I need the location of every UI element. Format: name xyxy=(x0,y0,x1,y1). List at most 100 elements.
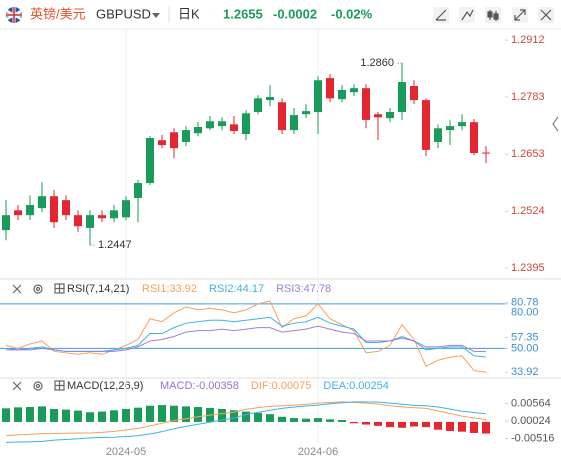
y-tick-label: 80.00 xyxy=(511,307,539,319)
macd-bar xyxy=(74,410,82,422)
macd-bar xyxy=(350,421,358,424)
macd-controls[interactable] xyxy=(12,380,65,391)
pair-name[interactable]: 英镑/美元 xyxy=(30,6,86,21)
legend-entry: RSI1:33.92 xyxy=(142,283,197,295)
candle-body xyxy=(458,122,466,127)
symbol-dropdown[interactable] xyxy=(152,13,160,18)
candle-body xyxy=(302,111,310,115)
candle-body xyxy=(218,121,226,127)
legend-entry: MACD:-0.00358 xyxy=(160,380,239,392)
macd-bar xyxy=(422,421,430,428)
y-tick-label: 1.2524 xyxy=(511,205,545,217)
macd-bar xyxy=(410,421,418,427)
x-tick-label: 2024-06 xyxy=(298,446,338,458)
indicator-button[interactable] xyxy=(459,7,475,23)
y-tick-label: 0.00564 xyxy=(511,398,551,410)
rsi-controls[interactable] xyxy=(12,283,65,294)
macd-bar xyxy=(86,412,94,422)
y-tick-label: 1.2912 xyxy=(511,34,545,46)
symbol-code[interactable]: GBPUSD xyxy=(96,6,151,21)
period-selector[interactable]: 日K xyxy=(178,6,200,21)
candle-body xyxy=(266,97,274,101)
expand-button[interactable] xyxy=(512,7,528,23)
candle-body xyxy=(158,140,166,146)
macd-title: MACD(12,26,9) xyxy=(67,380,143,392)
y-tick-label: 57.35 xyxy=(511,331,539,343)
toolbar xyxy=(433,7,554,23)
macd-bar xyxy=(122,408,130,422)
candle-body xyxy=(422,100,430,150)
candle-body xyxy=(278,102,286,131)
macd-bar xyxy=(218,408,226,422)
macd-bar xyxy=(50,408,58,422)
macd-bar xyxy=(302,418,310,422)
compare-button[interactable] xyxy=(485,7,501,23)
candle-body xyxy=(182,130,190,142)
macd-bar xyxy=(398,421,406,428)
macd-bar xyxy=(242,411,250,422)
macd-bar xyxy=(98,411,106,422)
candle-body xyxy=(38,196,46,209)
candle-body xyxy=(470,122,478,153)
candle-body xyxy=(62,200,70,216)
macd-bar xyxy=(182,406,190,422)
candle-body xyxy=(338,89,346,100)
price-change-pct: -0.02% xyxy=(331,6,373,21)
price-change: -0.0002 xyxy=(273,6,317,21)
macd-bar xyxy=(110,410,118,422)
candle-body xyxy=(314,80,322,112)
candle-body xyxy=(50,196,58,223)
candle-body xyxy=(254,98,262,112)
candle-body xyxy=(410,85,418,101)
candle-body xyxy=(350,88,358,93)
macd-bar xyxy=(38,406,46,422)
rsi-line xyxy=(5,300,487,373)
candle-body xyxy=(86,215,94,228)
collapse-arrow[interactable] xyxy=(552,116,559,132)
annotation: 1.2447 xyxy=(98,239,132,251)
rsi-title: RSI(7,14,21) xyxy=(67,283,129,295)
macd-bar xyxy=(386,421,394,428)
macd-bar xyxy=(230,410,238,422)
macd-bar xyxy=(482,421,490,434)
candle-body xyxy=(290,115,298,131)
candle-body xyxy=(398,82,406,112)
macd-line xyxy=(5,401,487,437)
candle-body xyxy=(434,128,442,142)
candle-body xyxy=(134,182,142,198)
y-tick-label: 33.92 xyxy=(511,366,539,378)
candle-body xyxy=(386,112,394,119)
annotation: 1.2860 xyxy=(360,57,394,69)
candle-body xyxy=(482,152,490,154)
x-tick-label: 2024-05 xyxy=(106,446,146,458)
macd-bar xyxy=(158,405,166,422)
candle-body xyxy=(206,121,214,129)
candle-body xyxy=(446,126,454,131)
macd-bar xyxy=(134,407,142,422)
y-tick-label: 1.2653 xyxy=(511,148,545,160)
candle-body xyxy=(194,126,202,134)
candle-body xyxy=(326,78,334,99)
macd-bar xyxy=(326,419,334,422)
macd-bar xyxy=(62,409,70,422)
macd-bar xyxy=(2,408,10,422)
macd-bar xyxy=(14,407,22,422)
legend-entry: RSI2:44.17 xyxy=(209,283,264,295)
last-price: 1.2655 xyxy=(223,6,263,21)
candle-body xyxy=(2,215,10,231)
settings-button[interactable] xyxy=(538,7,554,23)
rsi-line xyxy=(6,325,487,353)
macd-bar xyxy=(26,407,34,422)
macd-line xyxy=(5,401,487,443)
y-tick-label: 1.2395 xyxy=(511,262,545,274)
candle-body xyxy=(98,215,106,219)
candle-body xyxy=(110,210,118,219)
candle-body xyxy=(170,132,178,149)
y-tick-label: 0.00024 xyxy=(511,415,551,427)
macd-bar xyxy=(362,421,370,425)
draw-tool-button[interactable] xyxy=(433,7,449,23)
macd-bar xyxy=(458,421,466,432)
macd-bar xyxy=(290,418,298,422)
macd-bar xyxy=(254,412,262,422)
